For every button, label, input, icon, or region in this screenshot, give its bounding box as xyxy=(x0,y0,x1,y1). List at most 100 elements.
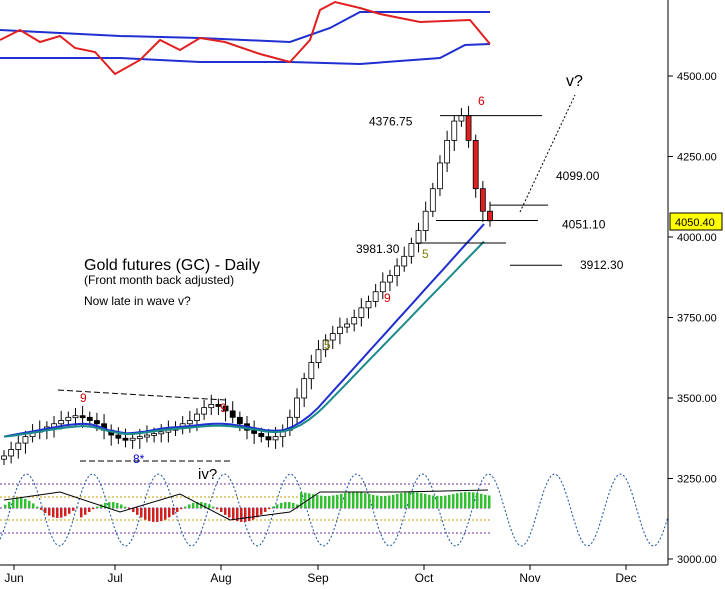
current-price-label: 4050.40 xyxy=(675,217,715,229)
osc-histogram-bar xyxy=(260,508,263,515)
osc-histogram-bar xyxy=(464,492,467,508)
current-price-box xyxy=(669,212,723,231)
candle-body xyxy=(429,188,436,212)
cycle-wave xyxy=(0,473,669,547)
osc-histogram-bar xyxy=(324,495,327,508)
candle-body xyxy=(415,230,422,244)
candle-body xyxy=(186,420,193,425)
osc-histogram-bar xyxy=(208,504,211,508)
osc-histogram-bar xyxy=(268,508,271,510)
price-level-label: 4376.75 xyxy=(369,115,413,129)
osc-histogram-bar xyxy=(72,508,75,511)
candle-body xyxy=(215,404,222,407)
wave-label: iv? xyxy=(198,466,217,483)
osc-histogram-bar xyxy=(228,508,231,518)
x-tick-label: Jul xyxy=(107,571,122,585)
candle-body xyxy=(479,188,486,212)
osc-histogram-bar xyxy=(60,508,63,518)
osc-histogram-bar xyxy=(320,495,323,508)
osc-histogram-bar xyxy=(304,492,307,508)
osc-histogram-bar xyxy=(236,508,239,522)
osc-histogram-bar xyxy=(156,508,159,522)
osc-histogram-bar xyxy=(4,504,7,508)
price-level-label: 4099.00 xyxy=(556,169,600,183)
osc-histogram-bar xyxy=(376,495,379,508)
lower-band-line xyxy=(0,43,491,66)
candle-body xyxy=(379,281,386,293)
osc-histogram-bar xyxy=(420,493,423,508)
osc-histogram-bar xyxy=(40,508,43,510)
count-label: 5 xyxy=(324,338,331,352)
osc-histogram-bar xyxy=(300,492,303,508)
osc-histogram-bar xyxy=(416,492,419,508)
candle-body xyxy=(344,323,350,328)
candle-body xyxy=(451,120,458,141)
indicator-line xyxy=(0,0,491,76)
osc-histogram-bar xyxy=(140,508,143,518)
candle-body xyxy=(136,436,143,440)
count-label: 9 xyxy=(220,401,227,415)
moving-average-line xyxy=(3,223,485,438)
osc-histogram-bar xyxy=(32,503,35,508)
count-label: 5 xyxy=(422,247,429,261)
osc-histogram-bar xyxy=(148,508,151,522)
osc-histogram-bar xyxy=(192,502,195,508)
osc-histogram-bar xyxy=(460,492,463,508)
osc-histogram-bar xyxy=(244,508,247,522)
osc-histogram-bar xyxy=(288,502,291,508)
candle-body xyxy=(444,139,451,164)
osc-histogram-bar xyxy=(336,494,339,508)
candle-body xyxy=(122,437,129,441)
candle-body xyxy=(65,416,72,421)
osc-histogram-bar xyxy=(316,495,319,508)
osc-histogram-bar xyxy=(440,495,443,508)
candle-body xyxy=(151,433,157,436)
osc-histogram-bar xyxy=(340,493,343,508)
candle-body xyxy=(15,442,22,450)
osc-histogram-bar xyxy=(92,508,95,510)
count-label: 9 xyxy=(384,291,391,305)
osc-histogram-bar xyxy=(380,495,383,508)
osc-histogram-bar xyxy=(352,492,355,508)
osc-histogram-bar xyxy=(56,508,59,518)
osc-histogram-bar xyxy=(328,495,331,508)
osc-histogram-bar xyxy=(292,502,295,508)
candle-body xyxy=(115,434,122,439)
chart-title: Gold futures (GC) - Daily xyxy=(84,257,260,274)
osc-histogram-bar xyxy=(436,495,439,508)
osc-histogram-bar xyxy=(408,492,411,508)
osc-histogram-bar xyxy=(8,501,11,508)
osc-histogram-bar xyxy=(392,494,395,508)
osc-histogram-bar xyxy=(372,494,375,508)
wave-label: 8* xyxy=(133,452,145,466)
osc-histogram-bar xyxy=(256,508,259,518)
y-tick-label: 4250.00 xyxy=(677,152,717,164)
osc-histogram-bar xyxy=(412,492,415,508)
candle-body xyxy=(394,265,400,277)
osc-histogram-bar xyxy=(344,493,347,508)
candle-body xyxy=(337,326,343,335)
osc-histogram-bar xyxy=(120,504,123,508)
osc-histogram-bar xyxy=(68,508,71,514)
osc-histogram-bar xyxy=(172,508,175,515)
candle-body xyxy=(422,210,429,231)
osc-histogram-bar xyxy=(212,506,215,508)
candle-body xyxy=(86,416,93,421)
osc-histogram-bar xyxy=(124,506,127,508)
osc-histogram-bar xyxy=(400,493,403,508)
osc-histogram-bar xyxy=(388,495,391,508)
candle-body xyxy=(22,436,29,444)
x-tick-label: Oct xyxy=(415,571,434,585)
y-tick-label: 3500.00 xyxy=(677,393,717,405)
chart-subtitle: (Front month back adjusted) xyxy=(84,273,234,287)
candle-body xyxy=(201,407,208,415)
count-label: 9 xyxy=(80,391,87,405)
wave-label: v? xyxy=(566,73,583,90)
osc-histogram-bar xyxy=(160,508,163,522)
candle-body xyxy=(351,317,358,325)
osc-histogram-bar xyxy=(404,492,407,508)
osc-histogram-bar xyxy=(108,502,111,508)
osc-histogram-bar xyxy=(28,500,31,508)
candle-body xyxy=(401,255,408,267)
